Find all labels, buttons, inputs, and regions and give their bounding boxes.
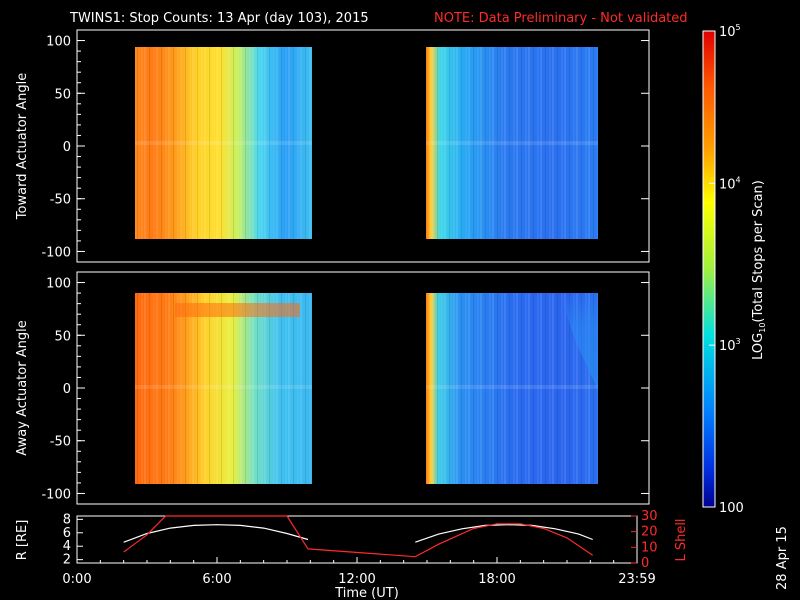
colorbar-tick-base: 10 [719,25,736,40]
colorbar-label-main: LOG [751,333,766,360]
r-line-1 [415,524,593,543]
time-tick-label: 18:00 [478,572,515,587]
time-tick-label: 6:00 [202,572,231,587]
away-block-1-stripes [135,293,312,484]
colorbar-label: LOG10(Total Stops per Scan) [751,180,767,360]
toward-block-2-stripes [426,47,598,239]
toward-y-ticks: 100 50 0 -50 -100 [41,35,649,260]
lshell-tick-label: 10 [641,540,658,555]
y-tick-label: 50 [54,329,71,344]
plot-title: TWINS1: Stop Counts: 13 Apr (day 103), 2… [69,11,369,26]
lshell-line [123,515,594,558]
y-tick-label: -50 [50,435,71,450]
date-stamp: 28 Apr 15 [775,526,790,590]
lshell-tick-label: 0 [641,556,649,571]
toward-block-1-stripes [135,47,312,239]
colorbar-tick-label: 105 [719,23,741,40]
colorbar-tick-exp: 3 [736,337,741,346]
lshell-tick-label: 30 [641,509,658,524]
r-tick-label: 2 [63,553,71,568]
toward-ylabel: Toward Actuator Angle [15,73,30,220]
colorbar-tick-label: 104 [719,175,741,192]
y-tick-label: -100 [41,487,71,502]
time-tick-label: 12:00 [338,572,375,587]
toward-block-2-zero-band [426,141,598,145]
colorbar-label-sub: 10 [758,323,767,333]
time-tick-label: 23:59 [618,572,655,587]
colorbar-tick-exp: 5 [736,23,741,32]
y-tick-label: 0 [63,140,71,155]
y-tick-label: 50 [54,87,71,102]
r-tick-label: 4 [63,539,71,554]
colorbar-tick-base: 10 [719,339,736,354]
colorbar-gradient [702,30,716,508]
away-y-ticks: 100 50 0 -50 -100 [41,277,649,502]
toward-panel: Toward Actuator Angle 100 50 0 -50 -100 [15,29,650,263]
away-panel: Away Actuator Angle 100 50 0 -50 -100 [15,271,650,505]
colorbar-tick-base: 10 [719,177,736,192]
time-axis-label: Time (UT) [334,586,399,600]
y-tick-label: -50 [50,193,71,208]
r-line-0 [123,524,309,543]
away-block-2-zero-band [426,385,598,389]
toward-block-1-zero-band [135,141,312,145]
colorbar-tick-base: 100 [719,501,744,516]
lshell-tick-label: 20 [641,525,658,540]
orbit-frame [76,515,638,564]
colorbar-label-rest: (Total Stops per Scan) [751,180,766,322]
y-tick-label: -100 [41,245,71,260]
orbit-ylabel-right: L Shell [674,518,689,561]
colorbar-tick-label: 100 [719,501,744,516]
y-tick-label: 100 [46,277,71,292]
y-tick-label: 0 [63,382,71,397]
r-tick-label: 6 [63,526,71,541]
away-ylabel: Away Actuator Angle [15,320,30,455]
away-block-1-ring-band [175,303,300,317]
away-block-1-zero-band [135,385,312,389]
time-tick-label: 0:00 [62,572,91,587]
orbit-lines [123,515,594,558]
y-tick-label: 100 [46,35,71,50]
colorbar-tick-label: 103 [719,337,741,354]
colorbar-tick-exp: 4 [736,175,741,184]
away-block-2-fade [560,293,598,390]
away-block-2-stripes [426,293,598,484]
r-tick-label: 8 [63,512,71,527]
data-preliminary-note: NOTE: Data Preliminary - Not validated [434,11,688,26]
orbit-ylabel-left: R [RE] [15,520,30,561]
